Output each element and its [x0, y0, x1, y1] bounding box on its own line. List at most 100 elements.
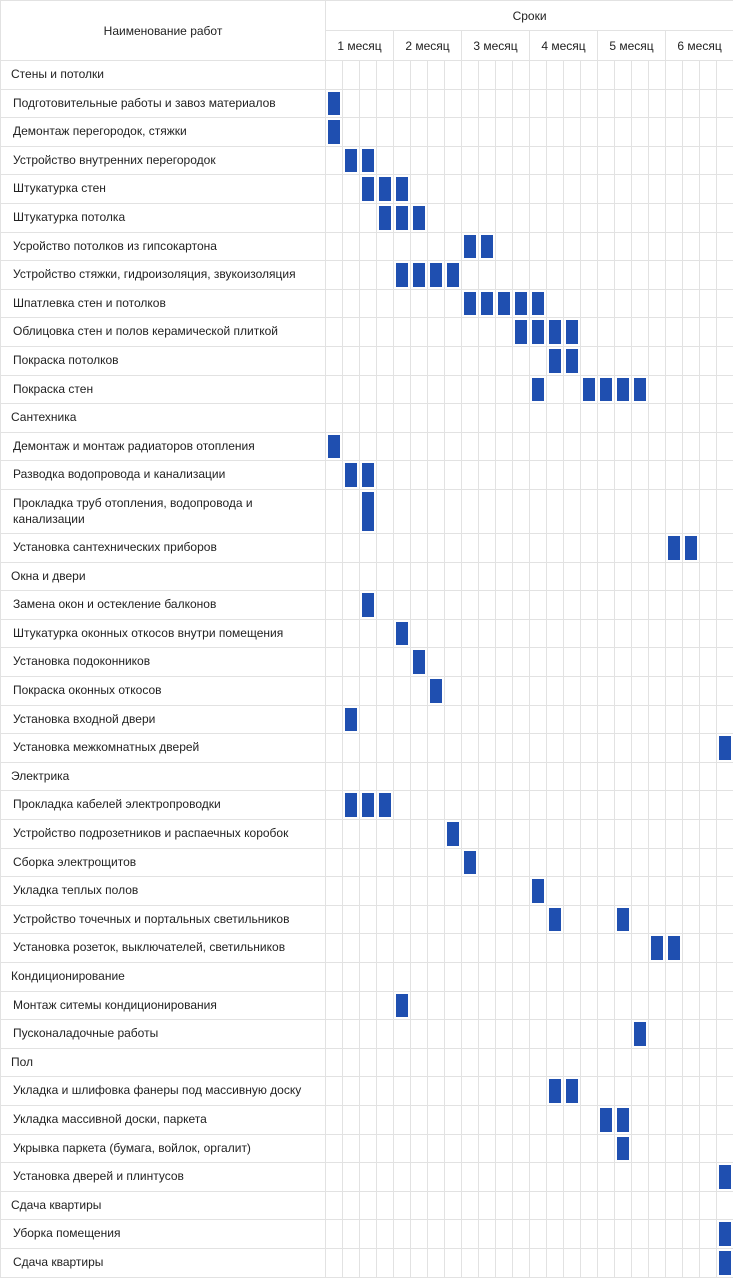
week-cell — [496, 963, 513, 992]
week-cell — [564, 648, 581, 677]
week-cell — [649, 89, 666, 118]
week-cell — [394, 734, 411, 763]
week-cell — [547, 261, 564, 290]
week-cell — [479, 991, 496, 1020]
week-cell — [479, 619, 496, 648]
week-cell — [496, 1191, 513, 1220]
week-cell — [428, 877, 445, 906]
week-cell — [564, 432, 581, 461]
week-cell — [564, 1048, 581, 1077]
week-cell — [496, 562, 513, 591]
week-cell — [479, 289, 496, 318]
week-cell — [632, 1134, 649, 1163]
week-cell — [326, 791, 343, 820]
week-cell — [632, 346, 649, 375]
week-cell — [428, 848, 445, 877]
task-row: Шпатлевка стен и потолков — [1, 289, 733, 318]
week-cell — [615, 232, 632, 261]
week-cell — [479, 963, 496, 992]
week-cell — [666, 1048, 683, 1077]
week-cell — [479, 432, 496, 461]
week-cell — [462, 677, 479, 706]
week-cell — [649, 705, 666, 734]
week-cell — [377, 461, 394, 490]
week-cell — [496, 848, 513, 877]
week-cell — [598, 489, 615, 533]
week-cell — [547, 118, 564, 147]
week-cell — [496, 432, 513, 461]
week-cell — [496, 1163, 513, 1192]
week-cell — [530, 261, 547, 290]
week-cell — [479, 762, 496, 791]
week-cell — [717, 534, 733, 563]
week-cell — [530, 1105, 547, 1134]
week-cell — [564, 261, 581, 290]
week-cell — [411, 1134, 428, 1163]
gantt-table: Наименование работСроки1 месяц2 месяц3 м… — [0, 0, 733, 1278]
week-cell — [394, 1105, 411, 1134]
week-cell — [428, 289, 445, 318]
week-cell — [649, 591, 666, 620]
week-cell — [598, 791, 615, 820]
week-cell — [666, 318, 683, 347]
week-cell — [445, 562, 462, 591]
header-month: 2 месяц — [394, 31, 462, 61]
week-cell — [547, 1077, 564, 1106]
week-cell — [683, 346, 700, 375]
week-cell — [428, 705, 445, 734]
week-cell — [666, 203, 683, 232]
week-cell — [700, 1163, 717, 1192]
week-cell — [496, 203, 513, 232]
week-cell — [547, 61, 564, 90]
week-cell — [394, 1248, 411, 1277]
week-cell — [547, 175, 564, 204]
week-cell — [428, 1134, 445, 1163]
week-cell — [513, 877, 530, 906]
week-cell — [649, 648, 666, 677]
week-cell — [394, 289, 411, 318]
week-cell — [326, 648, 343, 677]
week-cell — [581, 791, 598, 820]
task-label: Укладка теплых полов — [1, 877, 326, 906]
week-cell — [717, 619, 733, 648]
week-cell — [683, 175, 700, 204]
week-cell — [700, 820, 717, 849]
week-cell — [649, 762, 666, 791]
task-label: Установка подоконников — [1, 648, 326, 677]
week-cell — [717, 705, 733, 734]
week-cell — [615, 1134, 632, 1163]
week-cell — [479, 820, 496, 849]
week-cell — [326, 461, 343, 490]
header-month: 5 месяц — [598, 31, 666, 61]
week-cell — [326, 203, 343, 232]
week-cell — [649, 461, 666, 490]
week-cell — [547, 89, 564, 118]
week-cell — [530, 1248, 547, 1277]
week-cell — [615, 877, 632, 906]
week-cell — [666, 1163, 683, 1192]
task-label: Подготовительные работы и завоз материал… — [1, 89, 326, 118]
week-cell — [564, 963, 581, 992]
week-cell — [547, 1191, 564, 1220]
task-label: Устройство внутренних перегородок — [1, 146, 326, 175]
week-cell — [360, 991, 377, 1020]
week-cell — [462, 232, 479, 261]
week-cell — [581, 648, 598, 677]
week-cell — [462, 175, 479, 204]
week-cell — [598, 375, 615, 404]
week-cell — [564, 762, 581, 791]
week-cell — [462, 991, 479, 1020]
week-cell — [462, 432, 479, 461]
week-cell — [666, 1220, 683, 1249]
week-cell — [700, 232, 717, 261]
task-row: Установка розеток, выключателей, светиль… — [1, 934, 733, 963]
week-cell — [666, 562, 683, 591]
header-month: 1 месяц — [326, 31, 394, 61]
week-cell — [428, 963, 445, 992]
week-cell — [428, 677, 445, 706]
task-label: Пусконаладочные работы — [1, 1020, 326, 1049]
week-cell — [717, 461, 733, 490]
week-cell — [445, 489, 462, 533]
week-cell — [700, 991, 717, 1020]
section-label: Сантехника — [1, 404, 326, 433]
